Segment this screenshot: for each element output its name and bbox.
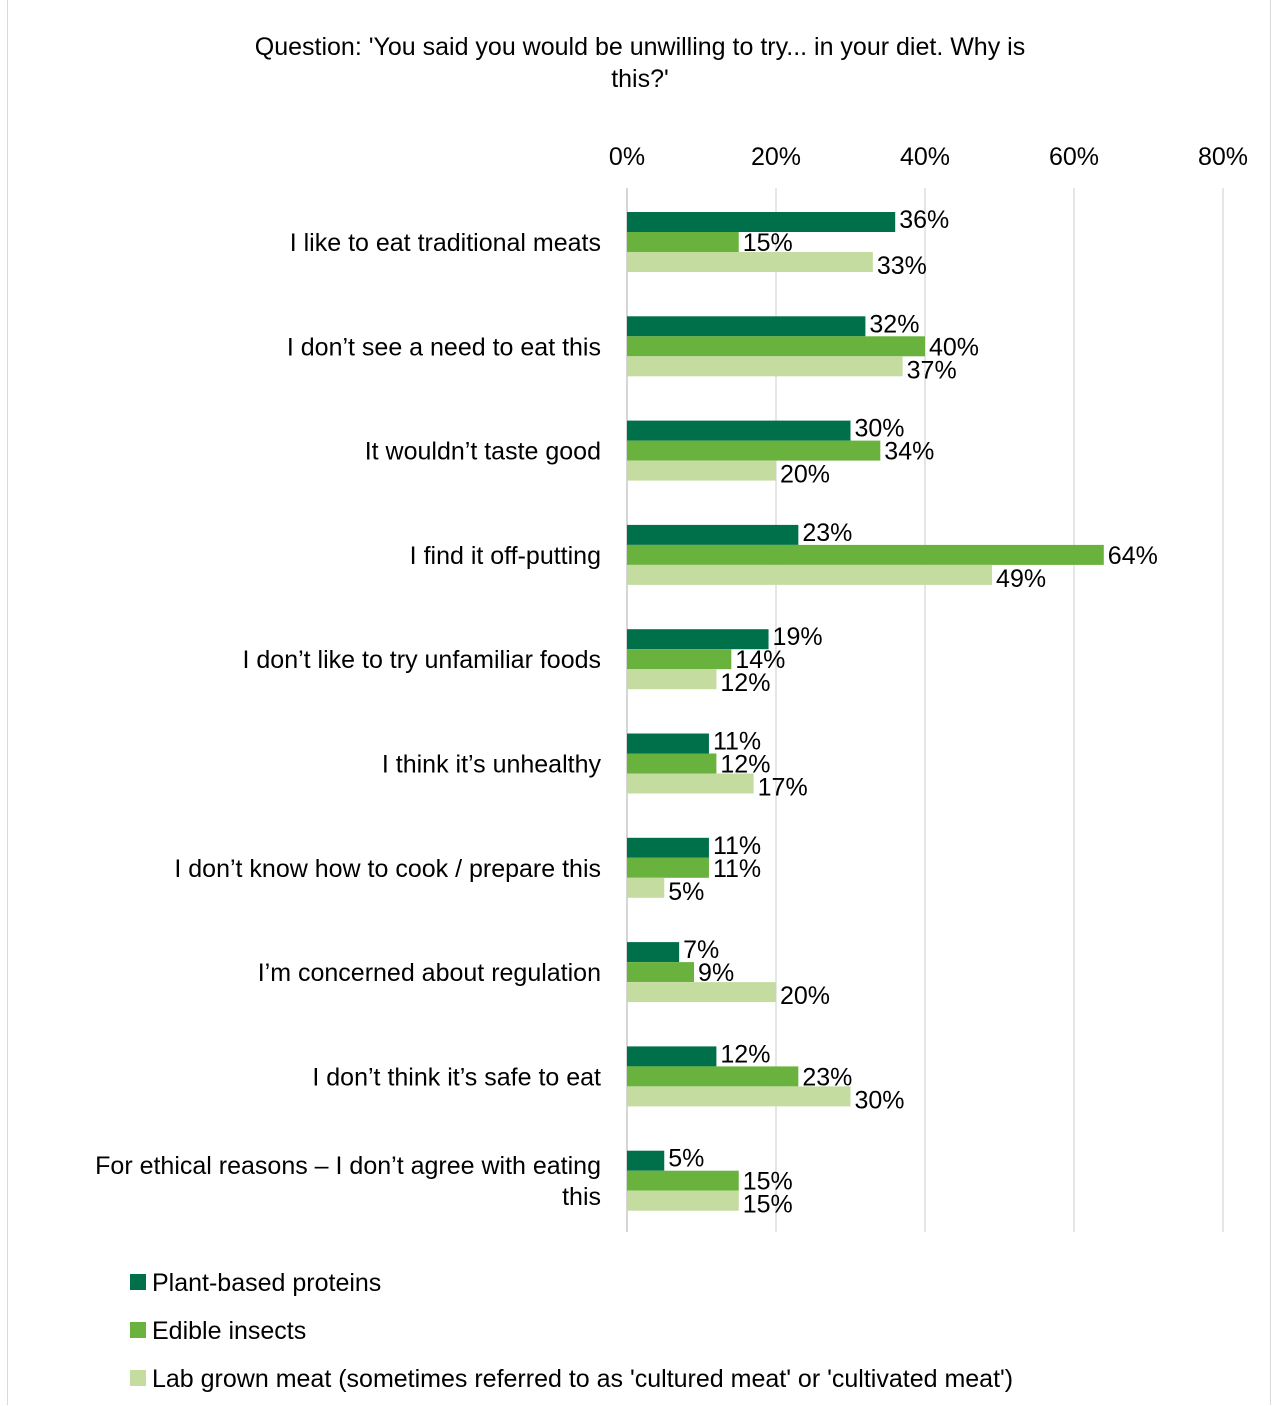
data-label: 37% <box>907 356 957 384</box>
data-label: 23% <box>802 1063 852 1091</box>
x-tick-label: 0% <box>609 143 645 171</box>
chart-frame <box>7 0 1271 1405</box>
category-label: For ethical reasons – I don’t agree with… <box>95 1152 601 1180</box>
category-label: I find it off-putting <box>410 542 601 570</box>
legend-label: Edible insects <box>152 1317 306 1345</box>
bar-lab-grown <box>627 773 754 794</box>
data-label: 64% <box>1108 542 1158 570</box>
bar-plant-based <box>627 420 851 441</box>
legend-label: Lab grown meat (sometimes referred to as… <box>152 1365 1013 1393</box>
data-label: 15% <box>743 229 793 257</box>
bar-plant-based <box>627 212 896 232</box>
data-label: 20% <box>780 461 830 489</box>
bar-edible-insects <box>627 440 881 461</box>
legend-label: Plant-based proteins <box>152 1269 381 1297</box>
category-labels: I like to eat traditional meats I don’t s… <box>95 229 601 1211</box>
bar-edible-insects <box>627 1066 799 1087</box>
bar-lab-grown <box>627 564 993 585</box>
legend-swatch <box>130 1322 146 1338</box>
data-labels: 36%15%33%32%40%37%30%34%20%23%64%49%19%1… <box>668 206 1158 1219</box>
bar-lab-grown <box>627 1190 739 1211</box>
data-label: 36% <box>899 206 949 234</box>
data-label: 9% <box>698 959 734 987</box>
bar-plant-based <box>627 629 769 650</box>
bar-edible-insects <box>627 649 732 670</box>
x-tick-label: 60% <box>1049 143 1099 171</box>
bar-lab-grown <box>627 1086 851 1107</box>
chart-title: Question: 'You said you would be unwilli… <box>255 33 1025 93</box>
bar-edible-insects <box>627 962 695 983</box>
bar-plant-based <box>627 1046 717 1067</box>
data-label: 19% <box>773 623 823 651</box>
bar-lab-grown <box>627 982 776 1003</box>
chart-title-line: Question: 'You said you would be unwilli… <box>255 33 1025 61</box>
data-label: 11% <box>713 728 761 756</box>
data-label: 34% <box>884 438 934 466</box>
data-label: 11% <box>713 855 761 883</box>
bar-lab-grown <box>627 460 776 481</box>
bar-lab-grown <box>627 252 873 272</box>
data-label: 17% <box>758 774 808 802</box>
bar-edible-insects <box>627 1170 739 1191</box>
category-label: I don’t think it’s safe to eat <box>312 1063 601 1091</box>
legend: Plant-based proteins Edible insects Lab gr… <box>130 1269 1013 1393</box>
x-tick-label: 80% <box>1198 143 1248 171</box>
x-tick-label: 20% <box>751 143 801 171</box>
bar-lab-grown <box>627 877 665 898</box>
data-label: 15% <box>743 1168 793 1196</box>
data-label: 11% <box>713 832 761 860</box>
category-label: I don’t like to try unfamiliar foods <box>243 646 602 674</box>
data-label: 49% <box>996 565 1046 593</box>
bar-plant-based <box>627 524 799 545</box>
data-label: 40% <box>929 333 979 361</box>
data-label: 20% <box>780 982 830 1010</box>
data-label: 32% <box>869 310 919 338</box>
bar-edible-insects <box>627 232 739 252</box>
x-axis-ticks: 0% 20% 40% 60% 80% <box>609 143 1248 171</box>
bar-lab-grown <box>627 669 717 690</box>
bar-plant-based <box>627 733 709 754</box>
x-tick-label: 40% <box>900 143 950 171</box>
data-label: 30% <box>855 415 905 443</box>
data-label: 5% <box>668 878 704 906</box>
data-label: 7% <box>683 936 719 964</box>
data-label: 12% <box>720 669 770 697</box>
category-label: I’m concerned about regulation <box>258 959 601 987</box>
category-label: this <box>562 1183 601 1211</box>
bar-lab-grown <box>627 356 903 377</box>
data-label: 12% <box>720 751 770 779</box>
bar-plant-based <box>627 1150 665 1171</box>
data-label: 15% <box>743 1191 793 1219</box>
category-label: I don’t know how to cook / prepare this <box>174 855 601 883</box>
chart-title-line: this?' <box>611 65 669 93</box>
data-label: 33% <box>877 252 927 280</box>
data-label: 5% <box>668 1145 704 1173</box>
category-label: I don’t see a need to eat this <box>287 333 601 361</box>
data-label: 23% <box>802 519 852 547</box>
legend-swatch <box>130 1274 146 1290</box>
category-label: I like to eat traditional meats <box>290 229 601 257</box>
bar-plant-based <box>627 316 866 337</box>
bars <box>627 212 1104 1211</box>
data-label: 12% <box>720 1040 770 1068</box>
legend-swatch <box>130 1370 146 1386</box>
bar-plant-based <box>627 837 709 858</box>
bar-edible-insects <box>627 753 717 774</box>
category-label: I think it’s unhealthy <box>382 751 602 779</box>
category-label: It wouldn’t taste good <box>365 438 601 466</box>
data-label: 14% <box>735 646 785 674</box>
bar-edible-insects <box>627 336 925 357</box>
bar-edible-insects <box>627 857 709 878</box>
data-label: 30% <box>855 1086 905 1114</box>
bar-plant-based <box>627 942 680 963</box>
bar-edible-insects <box>627 544 1104 565</box>
